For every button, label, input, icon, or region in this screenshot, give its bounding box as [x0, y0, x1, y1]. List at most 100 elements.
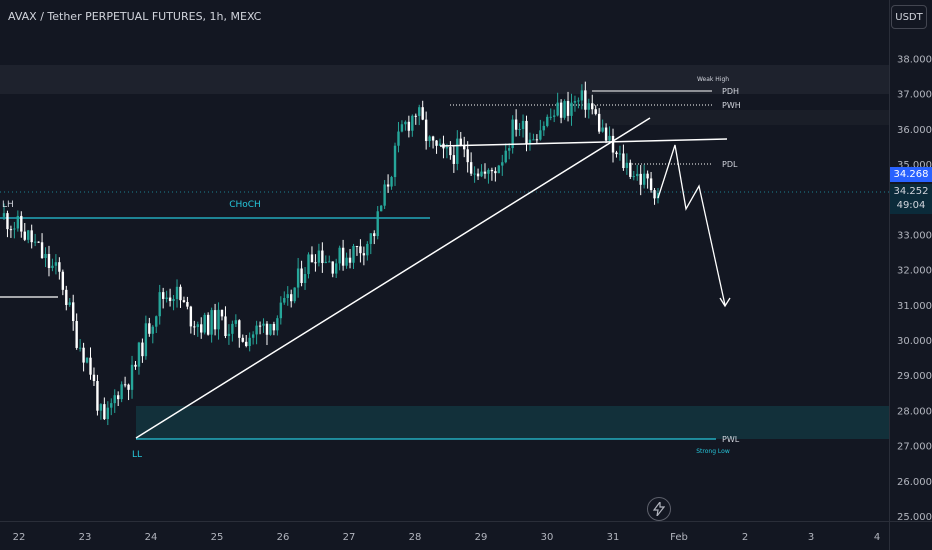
- candle-body: [362, 253, 366, 256]
- candle-body: [148, 323, 151, 334]
- candle-body: [501, 162, 504, 166]
- candle-body: [151, 326, 154, 334]
- candle-series: [2, 81, 660, 426]
- candle-body: [258, 325, 262, 327]
- candle-body: [494, 171, 497, 174]
- candle-body: [587, 103, 590, 110]
- candle-body: [127, 384, 130, 390]
- candle-body: [279, 302, 283, 319]
- currency-selector-button[interactable]: USDT: [891, 5, 927, 29]
- candle-body: [411, 115, 414, 131]
- candle-body: [594, 109, 597, 114]
- lightning-icon[interactable]: [647, 497, 671, 521]
- price-tick-label: 32.000: [897, 266, 932, 277]
- candle-body: [54, 262, 58, 266]
- candle-body: [72, 302, 75, 322]
- candle-body: [355, 245, 359, 247]
- last-price-badge: 34.268: [890, 167, 932, 182]
- candle-body: [231, 323, 234, 334]
- time-tick-label: 31: [607, 532, 620, 543]
- candle-body: [120, 384, 123, 400]
- price-tick-label: 26.000: [897, 477, 932, 488]
- candle-body: [262, 323, 265, 326]
- mark-price-badge: 34.252 49:04: [890, 184, 932, 214]
- pwh-label: PWH: [722, 101, 741, 110]
- candle-body: [625, 162, 629, 169]
- candle-body: [141, 342, 144, 357]
- candle-body: [30, 230, 33, 243]
- price-tick-label: 36.000: [897, 125, 932, 136]
- time-tick-label: 29: [475, 532, 488, 543]
- candle-body: [314, 262, 317, 264]
- candle-body: [400, 124, 404, 132]
- time-tick-label: 30: [541, 532, 554, 543]
- candle-body: [376, 211, 379, 237]
- candle-body: [82, 347, 85, 363]
- candle-body: [632, 176, 635, 178]
- candle-body: [601, 127, 604, 132]
- candle-body: [556, 102, 559, 116]
- candle-body: [386, 184, 390, 187]
- candle-body: [172, 299, 175, 302]
- price-tick-label: 30.000: [897, 336, 932, 347]
- candle-body: [546, 116, 549, 126]
- time-tick-label: 25: [211, 532, 224, 543]
- candle-body: [47, 253, 51, 268]
- time-tick-label: 26: [277, 532, 290, 543]
- candle-body: [646, 173, 649, 179]
- candle-body: [321, 250, 324, 264]
- candle-body: [459, 138, 462, 146]
- candle-body: [393, 145, 397, 178]
- candle-body: [89, 357, 92, 375]
- candle-body: [238, 320, 241, 338]
- range-line: [439, 138, 728, 147]
- time-tick-label: 28: [409, 532, 422, 543]
- candle-body: [639, 173, 642, 185]
- candle-body: [618, 153, 622, 155]
- candle-body: [85, 357, 89, 363]
- candle-body: [161, 292, 165, 299]
- candle-body: [404, 121, 407, 125]
- pwl-label: PWL: [722, 435, 740, 444]
- candle-body: [276, 318, 279, 331]
- candle-body: [324, 261, 328, 264]
- candle-body: [622, 153, 625, 169]
- candle-body: [203, 314, 206, 333]
- candle-body: [591, 103, 594, 110]
- candle-body: [61, 271, 65, 290]
- candle-body: [649, 178, 653, 191]
- candle-body: [44, 253, 47, 259]
- candle-body: [213, 310, 217, 330]
- candle-body: [636, 173, 639, 177]
- candle-body: [51, 265, 54, 268]
- candle-body: [217, 309, 220, 330]
- candle-body: [552, 115, 556, 117]
- candle-body: [577, 100, 580, 102]
- candle-body: [92, 374, 96, 382]
- candle-body: [449, 147, 452, 156]
- price-tick-label: 28.000: [897, 406, 932, 417]
- candle-body: [37, 241, 40, 243]
- candle-body: [296, 268, 300, 288]
- candle-body: [13, 228, 16, 230]
- candle-body: [366, 243, 369, 256]
- candle-body: [317, 250, 321, 263]
- candle-body: [580, 90, 584, 101]
- candle-body: [604, 127, 608, 141]
- candle-body: [653, 190, 656, 199]
- candle-body: [424, 119, 428, 142]
- candle-body: [421, 107, 424, 120]
- time-tick-label: 27: [343, 532, 356, 543]
- candle-body: [345, 257, 348, 266]
- candle-body: [542, 125, 546, 131]
- candle-body: [473, 173, 476, 175]
- price-tick-label: 37.000: [897, 90, 932, 101]
- candle-body: [573, 101, 577, 103]
- candle-body: [514, 119, 518, 130]
- candle-body: [186, 302, 189, 307]
- candle-body: [341, 247, 345, 266]
- candle-body: [33, 241, 37, 243]
- candle-body: [40, 242, 44, 259]
- candle-body: [483, 171, 487, 174]
